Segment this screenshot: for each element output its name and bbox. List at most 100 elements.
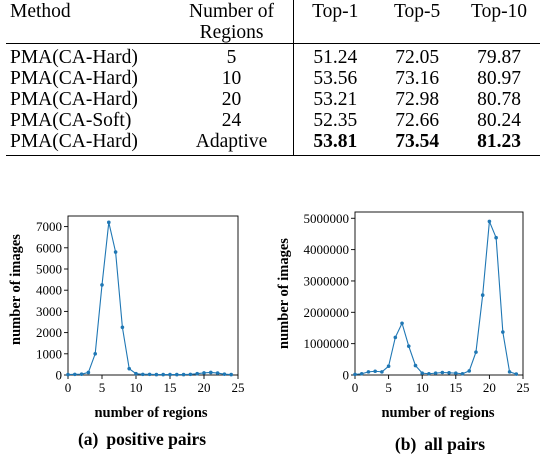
cell-top5-best: 73.54 [376,131,459,156]
header-regions-line2: Regions [199,22,264,43]
cell-method: PMA(CA-Hard) [10,89,138,110]
table-row: PMA(CA-Hard) 10 53.56 73.16 80.97 [6,68,540,89]
chart-b-data-point [501,330,505,334]
chart-positive-pairs: 0 1000 2000 3000 4000 5000 6000 7000 0 5 10 15 20 25 n… [8,215,245,449]
chart-a-data-point [181,372,186,377]
chart-a-data-point [188,372,193,377]
chart-a-data-point [127,366,131,371]
cell-top1-best: 53.81 [293,131,377,156]
chart-b-y-tick-label: 1000000 [304,336,350,351]
header-top10: Top-10 [471,1,528,22]
chart-b-x-axis-title: number of regions [381,405,494,421]
chart-b-data-point [494,235,498,240]
chart-a-data-point [73,372,77,377]
chart-all-pairs: 0 1000000 2000000 3000000 4000000 5000000 0 5 10… [276,211,530,454]
chart-a-x-axis-title: number of regions [94,405,207,421]
chart-a-x-tick-label: 5 [99,380,106,395]
cell-top5: 72.05 [376,43,459,68]
chart-a-y-tick-label: 7000 [36,219,62,234]
chart-a-caption-label: (a) [78,429,99,449]
comparison-table: Method Number of Regions Top-1 Top-5 Top… [6,0,540,156]
chart-a-data-point [107,220,111,225]
chart-a-data-point [147,372,152,377]
cell-regions: Adaptive [169,131,295,156]
header-regions-line1: Number of [189,1,275,22]
chart-a-x-tick-label: 25 [232,380,245,395]
chart-b-plot-frame [354,211,524,376]
chart-a-y-tick-label: 0 [56,368,63,383]
table-header-row: Method Number of Regions Top-1 Top-5 Top… [6,0,540,44]
cell-method: PMA(CA-Hard) [10,68,138,89]
chart-a-data-point [161,372,165,377]
results-table: Method Number of Regions Top-1 Top-5 Top… [6,0,540,156]
chart-a-data-point [209,370,213,375]
header-method: Method [10,1,71,22]
chart-b-data-point [507,370,512,374]
cell-top10: 80.78 [477,89,521,110]
chart-a-data-point [79,372,84,376]
header-number-of-regions: Number of Regions [169,0,295,44]
chart-b-caption-text: all pairs [424,434,485,454]
chart-b-data-point [413,363,418,368]
chart-b-data-point [447,371,451,375]
cell-top10: 80.24 [477,110,521,131]
header-top1: Top-1 [312,1,359,22]
chart-b-x-tick-label: 5 [385,380,392,395]
chart-a-caption-text: positive pairs [106,429,206,449]
chart-a-x-tick-label: 20 [198,380,211,395]
chart-b-data-point [454,371,458,375]
chart-a-data-point [93,352,97,356]
chart-b-data-point [406,344,411,348]
chart-b-data-point [467,369,472,373]
chart-a-data-point [66,372,70,377]
cell-method: PMA(CA-Soft) [10,110,132,131]
chart-b-x-tick-label: 10 [416,380,429,395]
chart-b-data-point [440,370,445,375]
chart-a-y-axis-title: number of images [8,234,24,345]
chart-b-y-tick-label: 3000000 [304,273,350,288]
chart-a-caption: (a) positive pairs [78,429,206,449]
cell-top1: 52.35 [313,110,358,131]
chart-a-data-point [168,372,172,377]
chart-a-y-tick-label: 6000 [36,240,62,255]
chart-a-data-point [154,372,159,377]
cell-top10-best: 81.23 [458,131,540,156]
cell-top5: 72.66 [395,110,440,131]
chart-b-x-tick-label: 0 [352,380,359,395]
chart-a-y-tick-label: 2000 [36,325,62,340]
cell-top5: 73.16 [395,68,440,89]
chart-b-data-point [373,369,377,374]
table-row: PMA(CA-Soft) 24 52.35 72.66 80.24 [6,110,540,131]
chart-a-data-point [229,372,233,377]
chart-b-data-point [353,372,357,377]
chart-b-data-point [460,371,465,376]
chart-a-data-point [113,250,118,254]
chart-b-x-tick-label: 15 [449,380,462,395]
chart-a-data-point [120,325,125,330]
cell-regions: 24 [169,110,295,131]
chart-b-data-point [393,335,398,340]
chart-b-data-point [366,370,371,374]
chart-a-y-tick-label: 4000 [36,283,62,298]
chart-b-data-point [514,372,519,376]
chart-a-data-point [222,372,227,376]
cell-method: PMA(CA-Hard) [6,131,170,156]
chart-a-x-tick-label: 10 [130,380,143,395]
chart-b-data-point [480,293,485,297]
chart-a-data-point [141,372,145,377]
chart-a-data-point [215,371,220,375]
chart-b-data-point [380,370,384,374]
chart-a-series-line [67,222,232,376]
chart-a-y-tick-label: 1000 [36,346,62,361]
chart-b-data-point [400,321,404,326]
chart-b-data-point [359,371,364,376]
cell-top1: 53.21 [313,89,358,110]
chart-b-y-axis-title: number of images [276,238,292,349]
cell-regions: 20 [169,89,295,110]
chart-b-caption-label: (b) [395,434,417,454]
header-top5: Top-5 [394,1,441,22]
chart-b-y-tick-label: 5000000 [304,211,350,226]
chart-a-plot-frame [67,215,239,376]
chart-b-series-line [354,221,517,375]
chart-b-y-tick-label: 2000000 [304,305,350,320]
